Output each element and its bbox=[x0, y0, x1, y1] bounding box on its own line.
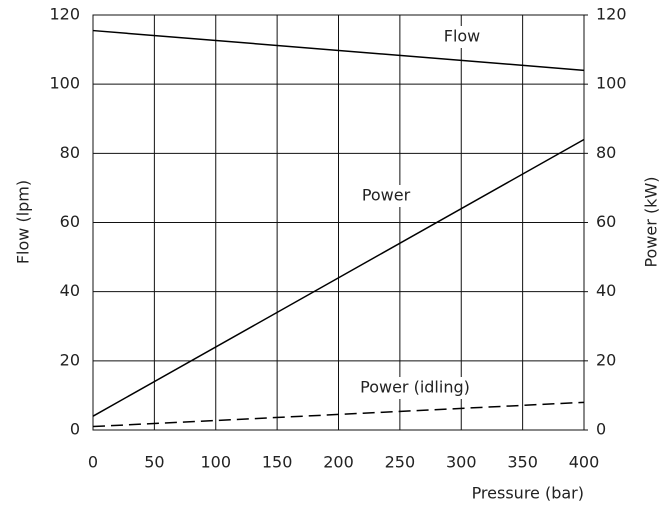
x-tick-label: 0 bbox=[88, 453, 98, 472]
x-tick-label: 50 bbox=[144, 453, 164, 472]
x-axis-title: Pressure (bar) bbox=[472, 484, 584, 503]
label-bg bbox=[356, 377, 474, 399]
series-line bbox=[92, 138, 585, 417]
y2-tick-label: 60 bbox=[596, 212, 616, 231]
y-tick-label: 0 bbox=[70, 420, 80, 439]
x-tick-label: 200 bbox=[323, 453, 354, 472]
y-tick-label: 120 bbox=[49, 5, 80, 24]
series-line bbox=[92, 29, 585, 72]
y2-tick-label: 40 bbox=[596, 281, 616, 300]
x-tick-label: 150 bbox=[262, 453, 293, 472]
y-tick-label: 20 bbox=[60, 350, 80, 369]
y-tick-label: 60 bbox=[60, 212, 80, 231]
y2-tick-label: 120 bbox=[596, 5, 627, 24]
y2-tick-label: 100 bbox=[596, 74, 627, 93]
y2-tick-label: 0 bbox=[596, 420, 606, 439]
label-bg bbox=[439, 26, 485, 48]
series-label: Power bbox=[362, 186, 411, 205]
y2-axis-title: Power (kW) bbox=[642, 176, 661, 267]
y2-tick-label: 80 bbox=[596, 143, 616, 162]
series-line bbox=[92, 401, 585, 428]
series-label: Flow bbox=[444, 27, 481, 46]
x-tick-label: 350 bbox=[507, 453, 538, 472]
y-tick-label: 100 bbox=[49, 74, 80, 93]
series-label: Power (idling) bbox=[360, 378, 470, 397]
y-axis-title: Flow (lpm) bbox=[14, 180, 33, 264]
y-tick-label: 80 bbox=[60, 143, 80, 162]
label-bg bbox=[357, 185, 415, 207]
x-tick-label: 400 bbox=[569, 453, 600, 472]
y-tick-label: 40 bbox=[60, 281, 80, 300]
x-tick-label: 300 bbox=[446, 453, 477, 472]
x-tick-label: 100 bbox=[200, 453, 231, 472]
y2-tick-label: 20 bbox=[596, 350, 616, 369]
x-tick-label: 250 bbox=[385, 453, 416, 472]
plot-frame bbox=[92, 14, 585, 431]
